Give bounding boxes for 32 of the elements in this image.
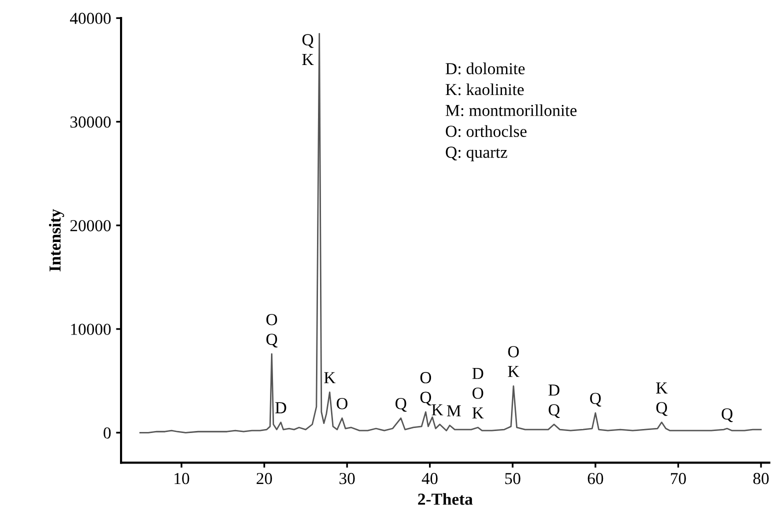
y-tick-label: 30000 bbox=[70, 116, 111, 128]
line-series bbox=[139, 32, 762, 434]
annotation: O Q bbox=[266, 314, 278, 348]
x-axis-title: 2-Theta bbox=[418, 493, 473, 505]
y-tick-label: 10000 bbox=[71, 324, 111, 335]
annotation: K bbox=[324, 372, 336, 384]
annotation: Q bbox=[722, 408, 733, 422]
annotation: D: dolomite K: kaolinite M: montmorillonite O: orthoclse Q: quartz bbox=[446, 62, 577, 162]
annotation: D bbox=[275, 402, 286, 414]
annotation: M bbox=[446, 405, 461, 416]
x-tick-label: 10 bbox=[174, 472, 190, 484]
annotation: D Q bbox=[548, 384, 560, 418]
y-tick-label: 0 bbox=[104, 427, 111, 439]
annotation: D O K bbox=[472, 368, 484, 418]
y-axis-title: Intensity bbox=[48, 209, 64, 272]
x-tick-label: 40 bbox=[422, 472, 438, 484]
annotation: O Q bbox=[420, 372, 432, 406]
x-tick-label: 60 bbox=[588, 472, 604, 484]
x-tick-label: 80 bbox=[753, 472, 769, 484]
annotation: K bbox=[432, 404, 444, 416]
x-tick-label: 70 bbox=[670, 472, 686, 484]
y-tick-label: 40000 bbox=[70, 12, 111, 24]
annotation: O K bbox=[508, 346, 520, 377]
annotation: O bbox=[336, 398, 348, 410]
y-tick-label: 20000 bbox=[70, 220, 111, 232]
annotation: K Q bbox=[656, 382, 668, 416]
annotation: Q bbox=[396, 398, 407, 412]
x-tick-label: 50 bbox=[505, 472, 520, 484]
x-tick-label: 20 bbox=[256, 472, 272, 484]
x-tick-label: 30 bbox=[340, 472, 355, 484]
annotation: Q K bbox=[302, 34, 314, 65]
annotation: Q bbox=[590, 392, 602, 407]
